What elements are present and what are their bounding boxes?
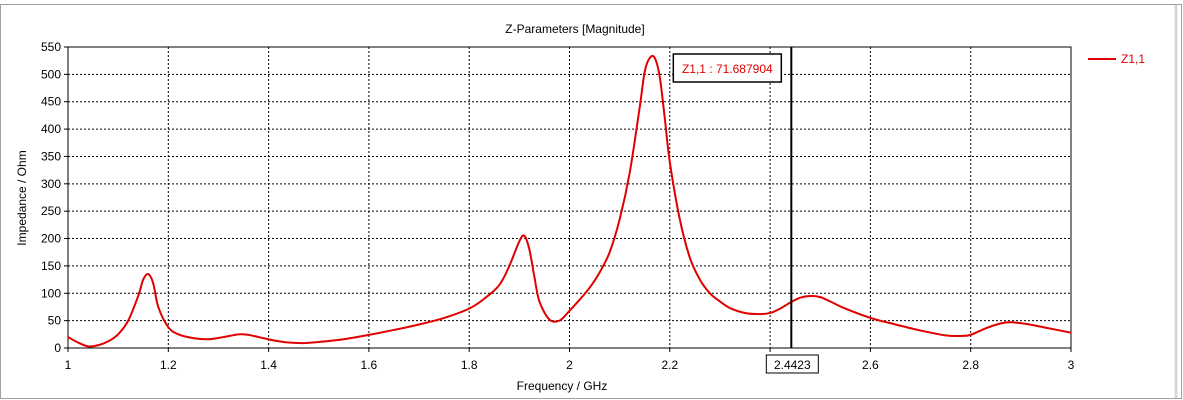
x-tick-label: 1.4 bbox=[260, 358, 277, 372]
series-layer bbox=[67, 54, 1072, 348]
x-tick-label: 2.8 bbox=[962, 358, 979, 372]
y-axis-ticks: 0 50 100 150 200 250 300 350 400 450 500 550 bbox=[41, 40, 68, 355]
y-tick-label: 150 bbox=[41, 259, 61, 273]
window-frame bbox=[0, 4, 1182, 399]
x-tick-label: 1 bbox=[65, 358, 72, 372]
series-line-z11[interactable] bbox=[67, 54, 1072, 348]
x-axis-label: Frequency / GHz bbox=[517, 379, 608, 393]
x-tick-label: 2.2 bbox=[661, 358, 678, 372]
y-axis-label: Impedance / Ohm bbox=[15, 150, 29, 245]
y-tick-label: 400 bbox=[41, 122, 61, 136]
x-tick-label: 1.2 bbox=[160, 358, 177, 372]
grid bbox=[68, 47, 1071, 348]
x-tick-label: 1.6 bbox=[361, 358, 378, 372]
x-tick-label: 2.6 bbox=[862, 358, 879, 372]
y-tick-label: 450 bbox=[41, 95, 61, 109]
y-tick-label: 500 bbox=[41, 67, 61, 81]
plot-area[interactable] bbox=[67, 46, 1072, 349]
y-tick-label: 550 bbox=[41, 40, 61, 54]
x-tick-label: 2 bbox=[566, 358, 573, 372]
y-tick-label: 50 bbox=[48, 314, 62, 328]
legend[interactable]: Z1,1 bbox=[1088, 52, 1145, 66]
marker-x-label: 2.4423 bbox=[774, 358, 811, 372]
legend-label-z11: Z1,1 bbox=[1121, 52, 1145, 66]
marker-value-label: Z1,1 : 71.687904 bbox=[682, 62, 773, 76]
y-tick-label: 250 bbox=[41, 204, 61, 218]
y-tick-label: 350 bbox=[41, 149, 61, 163]
y-tick-label: 100 bbox=[41, 286, 61, 300]
x-tick-label: 1.8 bbox=[461, 358, 478, 372]
marker-x-box[interactable]: 2.4423 bbox=[765, 354, 819, 374]
chart-title: Z-Parameters [Magnitude] bbox=[505, 22, 644, 36]
y-tick-label: 200 bbox=[41, 232, 61, 246]
marker-value-box[interactable]: Z1,1 : 71.687904 bbox=[672, 53, 783, 83]
y-tick-label: 0 bbox=[54, 341, 61, 355]
x-tick-label: 3 bbox=[1068, 358, 1075, 372]
y-tick-label: 300 bbox=[41, 177, 61, 191]
